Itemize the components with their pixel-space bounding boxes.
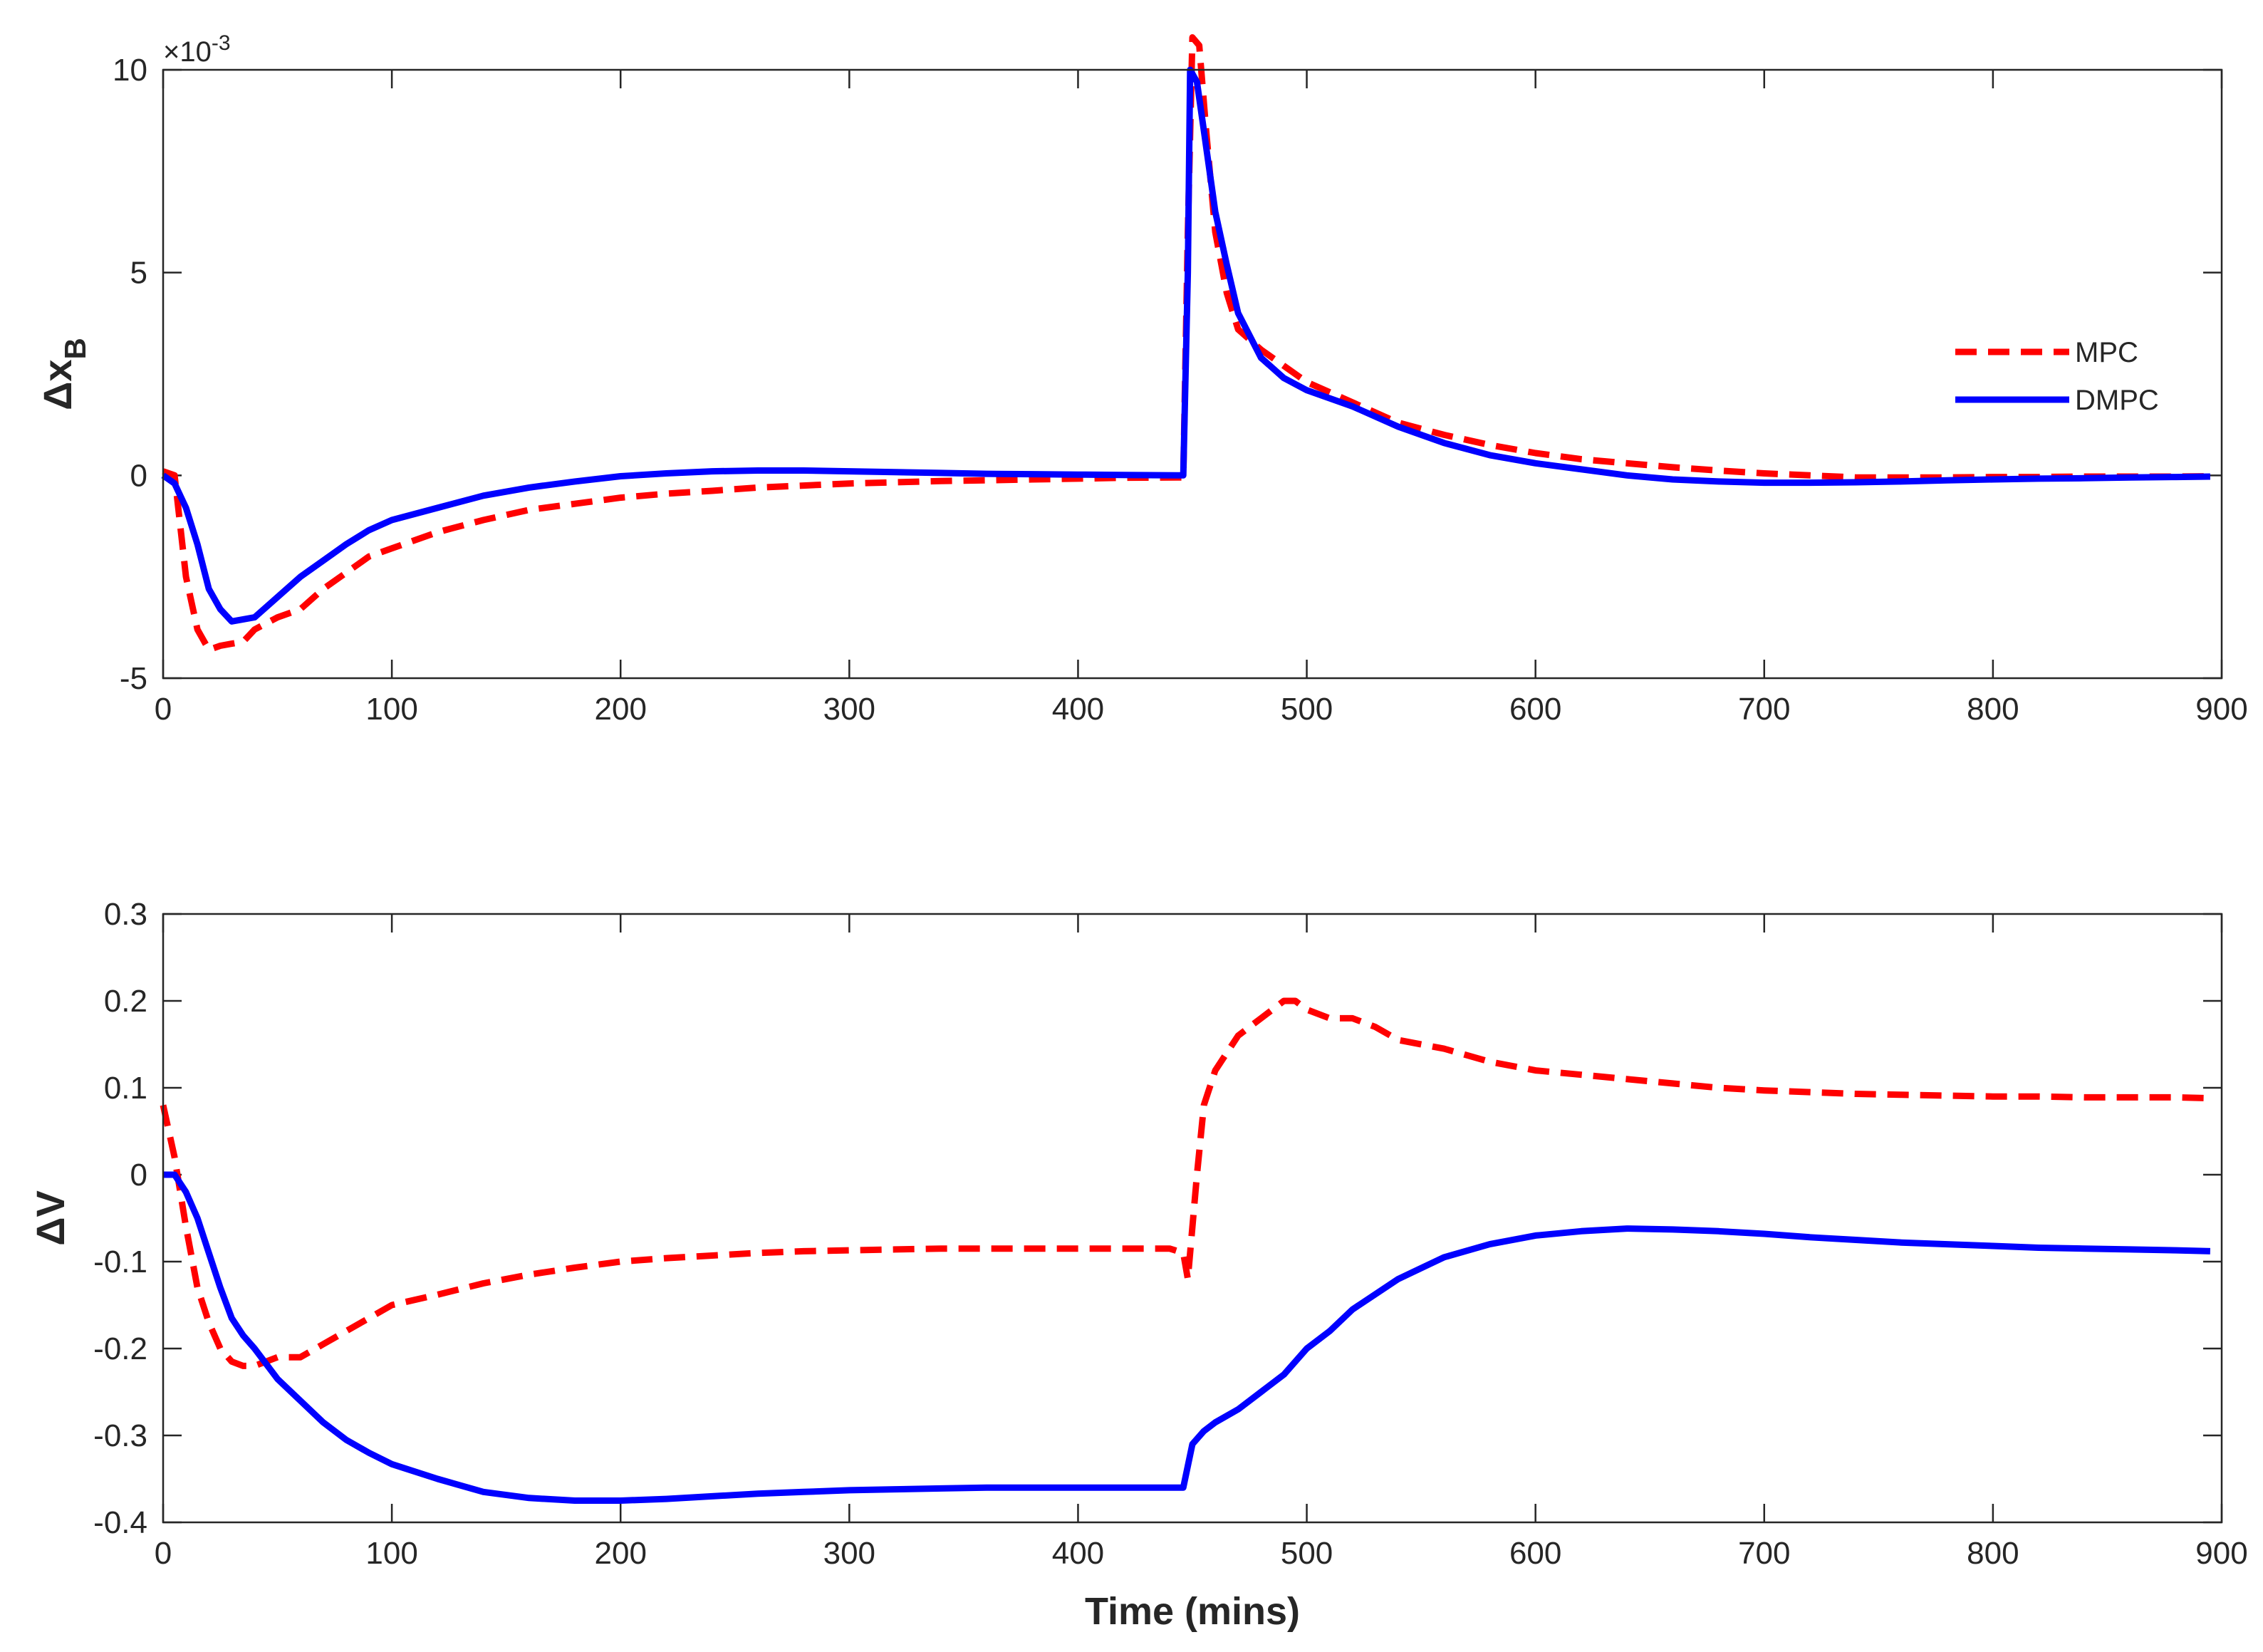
bottom-y-tick-label-1: -0.3 xyxy=(93,1418,147,1453)
top-x-tick-label-6: 600 xyxy=(1509,692,1561,727)
top-x-tick-label-0: 0 xyxy=(155,692,172,727)
bottom-tick-labels: 0 100 200 300 400 500 600 700 800 900 -0.4 -0.3 -0.2… xyxy=(93,897,2248,1571)
chart-panel-bottom: 0 100 200 300 400 500 600 700 800 900 -0.4 -0.3 -0.2… xyxy=(28,897,2248,1633)
bottom-x-tick-label-9: 900 xyxy=(2195,1536,2247,1571)
legend-label-dmpc: DMPC xyxy=(2075,385,2159,416)
bottom-x-tick-label-3: 300 xyxy=(823,1536,875,1571)
top-series-layer xyxy=(161,34,2210,653)
top-x-tick-label-1: 100 xyxy=(365,692,417,727)
top-y-tick-label-2: 5 xyxy=(130,256,147,291)
legend: MPC DMPC xyxy=(1955,337,2159,416)
bottom-series-dmpc xyxy=(163,1171,2211,1504)
top-y-tick-label-3: 10 xyxy=(113,53,147,88)
bottom-y-tick-label-2: -0.2 xyxy=(93,1331,147,1366)
bottom-x-tick-label-0: 0 xyxy=(155,1536,172,1571)
bottom-y-tick-label-7: 0.3 xyxy=(104,897,147,932)
bottom-x-tick-label-5: 500 xyxy=(1281,1536,1333,1571)
bottom-y-tick-label-3: -0.1 xyxy=(93,1245,147,1279)
top-x-tick-label-2: 200 xyxy=(595,692,647,727)
bottom-series-mpc xyxy=(160,997,2211,1369)
top-y-tick-label-0: -5 xyxy=(120,661,147,696)
bottom-x-tick-label-8: 800 xyxy=(1967,1536,2019,1571)
bottom-x-tick-label-2: 200 xyxy=(595,1536,647,1571)
top-x-tick-label-7: 700 xyxy=(1738,692,1790,727)
bottom-y-axis-label: ΔV xyxy=(28,1190,73,1246)
bottom-y-tick-label-5: 0.1 xyxy=(104,1071,147,1106)
bottom-series-layer xyxy=(160,997,2211,1504)
bottom-y-tick-label-4: 0 xyxy=(130,1158,147,1193)
top-y-axis-label: ΔxB xyxy=(35,338,92,410)
bottom-y-tick-label-6: 0.2 xyxy=(104,984,147,1019)
top-series-dmpc xyxy=(161,66,2210,625)
top-exponent-power: -3 xyxy=(212,31,231,55)
bottom-x-tick-label-1: 100 xyxy=(365,1536,417,1571)
bottom-axes-frame xyxy=(162,913,2223,1524)
top-x-tick-label-5: 500 xyxy=(1281,692,1333,727)
bottom-x-tick-label-6: 600 xyxy=(1509,1536,1561,1571)
x-axis-label: Time (mins) xyxy=(1085,1590,1300,1633)
top-series-mpc xyxy=(162,34,2210,653)
top-y-tick-label-1: 0 xyxy=(130,458,147,493)
bottom-x-tick-label-7: 700 xyxy=(1738,1536,1790,1571)
top-x-tick-label-8: 800 xyxy=(1967,692,2019,727)
top-y-axis-label-sub: B xyxy=(58,338,92,359)
top-axes-frame xyxy=(162,68,2223,680)
bottom-y-tick-label-0: -0.4 xyxy=(93,1505,147,1540)
bottom-x-tick-label-4: 400 xyxy=(1052,1536,1104,1571)
top-exponent-label: ×10-3 xyxy=(163,31,231,68)
top-y-axis-label-main: Δx xyxy=(35,359,80,410)
top-x-tick-label-9: 900 xyxy=(2195,692,2247,727)
legend-label-mpc: MPC xyxy=(2075,337,2138,368)
top-exponent-base: ×10 xyxy=(163,36,212,68)
bottom-axis-ticks xyxy=(162,913,2223,1524)
top-x-tick-label-3: 300 xyxy=(823,692,875,727)
top-x-tick-label-4: 400 xyxy=(1052,692,1104,727)
